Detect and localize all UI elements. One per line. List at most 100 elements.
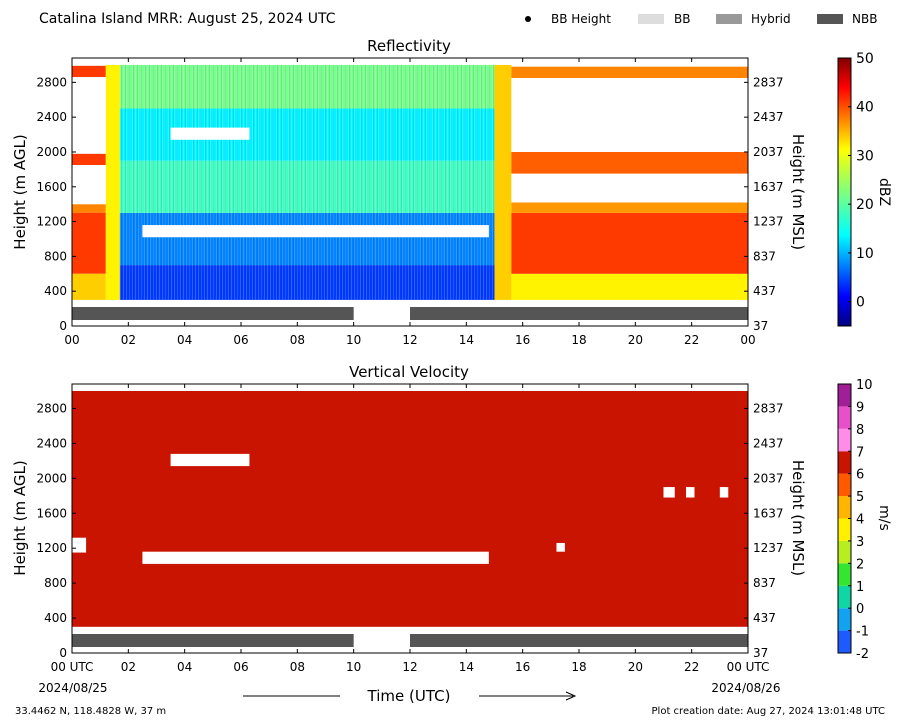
colorbar-tick-label: 3	[856, 535, 864, 550]
colorbar-segment	[838, 608, 851, 631]
x-tick-label: 00 UTC	[727, 660, 770, 674]
colorbar-tick-label: 0	[856, 295, 865, 311]
reflectivity-layer	[72, 153, 106, 166]
colorbar-segment	[838, 585, 851, 609]
colorbar-segment	[838, 540, 851, 564]
x-tick-label: 00	[740, 333, 755, 347]
reflectivity-axes: 00 02 04 06 08 10 12 14 16 18 20 22 0004008001200160…	[36, 58, 784, 347]
y-tick-label: 2000	[36, 471, 67, 485]
velocity-cells	[72, 390, 748, 627]
y-tick-label: 1200	[36, 541, 67, 555]
reflectivity-layer	[511, 202, 748, 213]
legend-bb-patch	[638, 14, 664, 24]
colorbar-tick-label: 0	[856, 602, 864, 617]
x-tick-label: 14	[459, 333, 474, 347]
reflectivity-layer	[72, 273, 106, 300]
reflectivity-ylabel-right: Height (m MSL)	[789, 134, 807, 250]
x-tick-label: 06	[233, 660, 248, 674]
x-tick-label: 02	[121, 660, 136, 674]
y-tick-label: 1600	[36, 506, 67, 520]
y-tick-label: 400	[44, 611, 67, 625]
y-right-tick-label: 2837	[753, 401, 784, 415]
reflectivity-colorbar-label: dBZ	[876, 178, 892, 206]
time-axis-label: Time (UTC)	[367, 687, 451, 705]
x-tick-label: 10	[346, 333, 361, 347]
reflectivity-ylabel-left: Height (m AGL)	[11, 134, 29, 249]
reflectivity-layer	[511, 66, 748, 79]
reflectivity-layer	[105, 64, 120, 300]
y-right-tick-label: 2837	[753, 75, 784, 89]
y-right-tick-label: 2037	[753, 471, 784, 485]
y-right-tick-label: 437	[753, 284, 776, 298]
colorbar-segment	[838, 518, 851, 541]
legend-bb-label: BB	[674, 12, 690, 26]
reflectivity-layer	[511, 212, 748, 274]
colorbar-segment	[838, 384, 851, 407]
legend-hybrid-patch	[716, 14, 742, 24]
end-date-label: 2024/08/26	[711, 681, 780, 695]
y-right-tick-label: 2037	[753, 145, 784, 159]
x-tick-label: 00 UTC	[51, 660, 94, 674]
start-date-label: 2024/08/25	[38, 681, 107, 695]
colorbar-tick-label: 6	[856, 468, 864, 483]
legend-nbb-patch	[817, 14, 843, 24]
reflectivity-cells	[72, 64, 748, 300]
legend-bb-height-label: BB Height	[551, 12, 611, 26]
y-right-tick-label: 2437	[753, 110, 784, 124]
reflectivity-title: Reflectivity	[367, 37, 451, 55]
reflectivity-layer	[72, 204, 106, 213]
reflectivity-panel: Reflectivity 00 02 04 06 08 10 12 14 16 18 20 22 000…	[11, 37, 892, 347]
y-tick-label: 800	[44, 576, 67, 590]
missing-data-gap	[142, 225, 489, 238]
reflectivity-layer	[511, 151, 748, 174]
colorbar-tick-label: -1	[856, 625, 869, 640]
x-tick-label: 08	[290, 333, 305, 347]
y-tick-label: 1200	[36, 215, 67, 229]
y-tick-label: 1600	[36, 180, 67, 194]
colorbar-segment	[838, 428, 851, 452]
y-tick-label: 0	[59, 646, 67, 660]
bb-category-segment	[72, 634, 354, 647]
x-tick-label: 04	[177, 660, 192, 674]
x-tick-label: 16	[515, 660, 530, 674]
x-tick-label: 06	[233, 333, 248, 347]
x-tick-label: 18	[571, 660, 586, 674]
y-right-tick-label: 37	[753, 319, 768, 333]
y-tick-label: 400	[44, 284, 67, 298]
x-tick-label: 10	[346, 660, 361, 674]
y-right-tick-label: 437	[753, 611, 776, 625]
missing-data-gap	[142, 551, 489, 564]
creation-date-label: Plot creation date: Aug 27, 2024 13:01:4…	[652, 706, 885, 717]
velocity-panel: Vertical Velocity 00 UTC 02 04 06 08 10 12 14 16…	[11, 363, 892, 674]
missing-data-gap	[511, 78, 748, 152]
colorbar-tick-label: 30	[856, 148, 874, 164]
missing-data-gap	[719, 487, 729, 498]
x-tick-label: 08	[290, 660, 305, 674]
x-tick-label: 12	[402, 660, 417, 674]
reflectivity-texture-2	[119, 64, 495, 300]
y-right-tick-label: 1637	[753, 506, 784, 520]
bb-category-segment	[72, 307, 354, 320]
bb-category-segment	[410, 307, 748, 320]
colorbar-tick-label: 2	[856, 557, 864, 572]
colorbar-tick-label: 1	[856, 580, 864, 595]
y-right-tick-label: 1237	[753, 215, 784, 229]
velocity-ylabel-right: Height (m MSL)	[789, 460, 807, 576]
colorbar-tick-label: 10	[856, 246, 874, 262]
figure-title: Catalina Island MRR: August 25, 2024 UTC	[39, 11, 336, 27]
colorbar-segment	[838, 630, 851, 653]
missing-data-gap	[511, 173, 748, 203]
legend-nbb-label: NBB	[852, 12, 877, 26]
y-tick-label: 800	[44, 249, 67, 263]
colorbar-tick-label: 8	[856, 423, 864, 438]
velocity-field	[72, 390, 748, 627]
colorbar-segment	[838, 473, 851, 497]
missing-data-gap	[556, 542, 565, 552]
colorbar-tick-label: 40	[856, 100, 874, 116]
reflectivity-layer	[494, 64, 512, 300]
y-tick-label: 0	[59, 319, 67, 333]
y-tick-label: 2800	[36, 401, 67, 415]
x-tick-label: 22	[684, 333, 699, 347]
y-right-tick-label: 837	[753, 249, 776, 263]
velocity-title: Vertical Velocity	[349, 363, 469, 381]
